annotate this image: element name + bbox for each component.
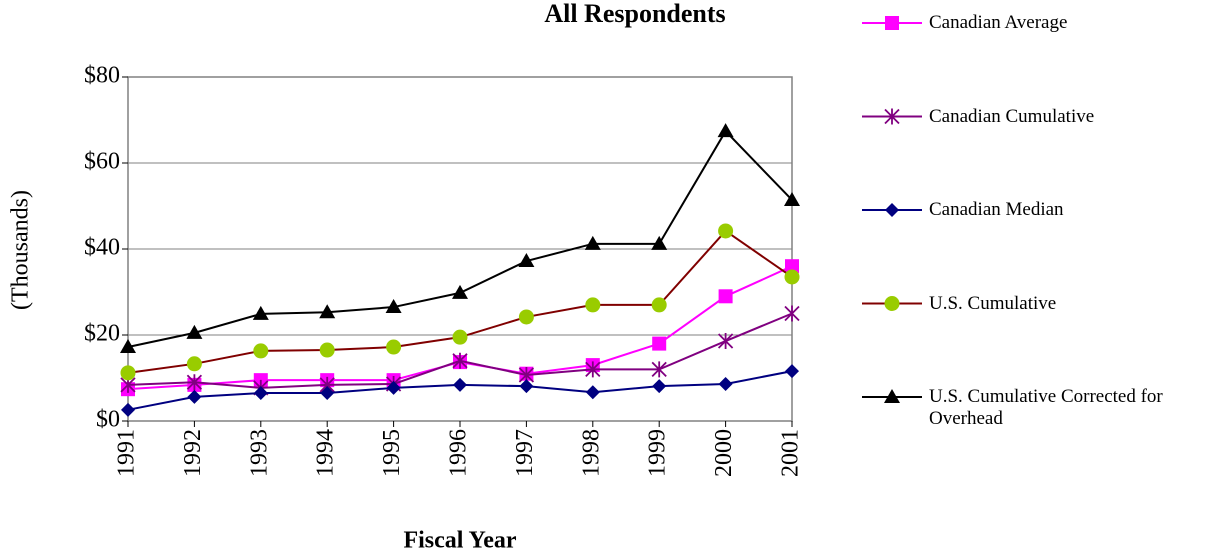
marker bbox=[652, 379, 667, 394]
marker bbox=[452, 329, 468, 345]
x-tick-label: 1992 bbox=[180, 429, 206, 477]
marker bbox=[253, 386, 268, 401]
marker bbox=[885, 203, 899, 217]
chart-title: All Respondents bbox=[544, 0, 725, 28]
marker bbox=[386, 380, 401, 395]
series-line bbox=[127, 129, 793, 349]
marker bbox=[518, 309, 534, 325]
series-line bbox=[127, 229, 793, 374]
legend-label: Canadian Cumulative bbox=[929, 105, 1095, 127]
x-axis-title: Fiscal Year bbox=[403, 528, 516, 554]
y-tick-label: $0 bbox=[96, 407, 120, 433]
marker bbox=[585, 297, 601, 313]
marker bbox=[452, 352, 468, 369]
x-tick-label: 1999 bbox=[645, 429, 671, 477]
marker bbox=[718, 377, 733, 392]
marker bbox=[784, 191, 800, 206]
marker bbox=[651, 361, 667, 378]
marker bbox=[884, 296, 900, 311]
series-line bbox=[127, 312, 793, 389]
x-tick-label: 2000 bbox=[711, 429, 737, 477]
x-tick-label: 1996 bbox=[446, 429, 472, 477]
x-tick-label: 1998 bbox=[578, 429, 604, 477]
marker bbox=[186, 356, 202, 372]
legend-label: U.S. Cumulative Corrected for Overhead bbox=[929, 386, 1163, 429]
marker bbox=[320, 386, 335, 401]
y-tick-label: $60 bbox=[84, 149, 120, 175]
x-tick-label: 1991 bbox=[114, 429, 140, 477]
marker bbox=[718, 223, 734, 239]
marker bbox=[120, 365, 136, 381]
marker bbox=[785, 259, 799, 274]
marker bbox=[652, 336, 667, 351]
series bbox=[120, 223, 800, 381]
y-axis-title: (Thousands) bbox=[8, 190, 34, 310]
marker bbox=[884, 389, 900, 403]
marker bbox=[718, 289, 733, 304]
series bbox=[121, 259, 799, 397]
marker bbox=[651, 235, 668, 250]
marker bbox=[385, 299, 402, 314]
series bbox=[120, 123, 800, 354]
x-tick-label: 1995 bbox=[379, 429, 405, 477]
marker bbox=[785, 364, 799, 379]
series-line bbox=[127, 265, 793, 391]
marker bbox=[452, 284, 468, 299]
marker bbox=[319, 342, 335, 358]
marker bbox=[319, 304, 336, 319]
marker bbox=[386, 339, 402, 355]
marker bbox=[187, 389, 202, 404]
x-tick-label: 1993 bbox=[246, 429, 272, 477]
marker bbox=[186, 374, 203, 391]
marker bbox=[584, 235, 601, 250]
marker bbox=[784, 269, 800, 285]
x-tick-label: 2001 bbox=[778, 429, 804, 477]
marker bbox=[519, 379, 534, 394]
marker bbox=[717, 333, 734, 350]
marker bbox=[717, 123, 734, 138]
marker bbox=[651, 297, 667, 313]
y-tick-label: $40 bbox=[84, 235, 120, 261]
marker bbox=[585, 385, 600, 400]
x-tick-label: 1997 bbox=[512, 429, 538, 477]
marker bbox=[186, 324, 203, 339]
x-tick-label: 1994 bbox=[313, 429, 339, 477]
marker bbox=[252, 305, 269, 320]
marker bbox=[518, 253, 535, 268]
marker bbox=[585, 361, 601, 378]
marker bbox=[253, 343, 269, 359]
y-tick-label: $20 bbox=[84, 321, 120, 347]
y-tick-label: $80 bbox=[84, 63, 120, 89]
legend-label: Canadian Average bbox=[929, 12, 1068, 33]
marker bbox=[884, 108, 900, 125]
marker bbox=[453, 377, 467, 392]
legend-label: Canadian Median bbox=[929, 199, 1064, 220]
marker bbox=[120, 339, 136, 354]
marker bbox=[784, 305, 800, 322]
marker bbox=[885, 16, 899, 30]
marker bbox=[121, 402, 135, 417]
legend-label: U.S. Cumulative bbox=[929, 292, 1057, 314]
series bbox=[121, 364, 799, 417]
